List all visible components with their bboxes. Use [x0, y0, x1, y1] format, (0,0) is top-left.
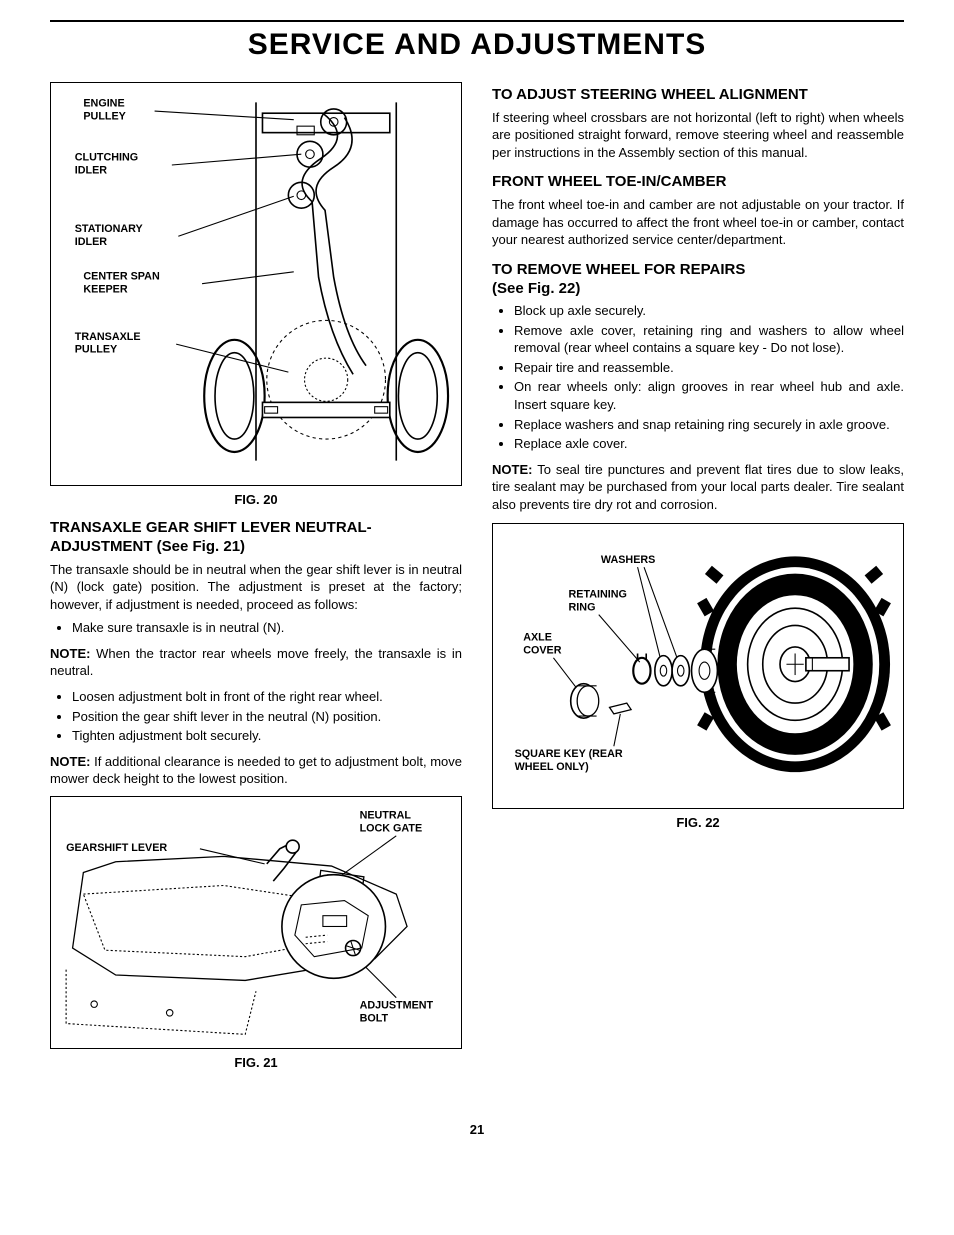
wheel-tire — [697, 557, 891, 773]
label-transaxle-pulley: TRANSAXLE — [75, 331, 141, 343]
label-retaining-ring: RETAINING — [569, 589, 627, 601]
fig-22-diagram: WASHERS RETAINING RING AXLE COVER SQUARE… — [493, 524, 903, 805]
right-column: TO ADJUST STEERING WHEEL ALIGNMENT If st… — [492, 82, 904, 1082]
label-adjustment-bolt-2: BOLT — [360, 1012, 389, 1024]
label-stationary-idler: STATIONARY — [75, 223, 143, 235]
section-transaxle-heading: TRANSAXLE GEAR SHIFT LEVER NEUTRAL-ADJUS… — [50, 519, 462, 557]
label-clutching-idler-2: IDLER — [75, 165, 108, 177]
section-toein-body: The front wheel toe-in and camber are no… — [492, 196, 904, 249]
fig-20-caption: FIG. 20 — [50, 492, 462, 507]
top-rule — [50, 20, 904, 22]
list-item: Block up axle securely. — [514, 302, 904, 320]
section-transaxle-list-a: Make sure transaxle is in neutral (N). — [50, 619, 462, 637]
fig-21-caption: FIG. 21 — [50, 1055, 462, 1070]
two-column-layout: ENGINE PULLEY CLUTCHING IDLER STATIONARY… — [50, 82, 904, 1082]
list-item: Position the gear shift lever in the neu… — [72, 708, 462, 726]
label-washers: WASHERS — [601, 554, 655, 566]
label-stationary-idler-2: IDLER — [75, 236, 108, 248]
list-item: Replace washers and snap retaining ring … — [514, 416, 904, 434]
list-item: Make sure transaxle is in neutral (N). — [72, 619, 462, 637]
section-remove-wheel-list: Block up axle securely. Remove axle cove… — [492, 302, 904, 452]
list-item: Repair tire and reassemble. — [514, 359, 904, 377]
label-adjustment-bolt: ADJUSTMENT — [360, 999, 434, 1011]
left-column: ENGINE PULLEY CLUTCHING IDLER STATIONARY… — [50, 82, 462, 1082]
section-remove-wheel-heading: TO REMOVE WHEEL FOR REPAIRS (See Fig. 22… — [492, 261, 904, 299]
fig-21-diagram: NEUTRAL LOCK GATE GEARSHIFT LEVER ADJUST… — [51, 797, 461, 1045]
fig-20-box: ENGINE PULLEY CLUTCHING IDLER STATIONARY… — [50, 82, 462, 486]
section-transaxle-list-b: Loosen adjustment bolt in front of the r… — [50, 688, 462, 745]
fig-21-box: NEUTRAL LOCK GATE GEARSHIFT LEVER ADJUST… — [50, 796, 462, 1049]
label-center-span-2: KEEPER — [83, 283, 127, 295]
section-toein-heading: FRONT WHEEL TOE-IN/CAMBER — [492, 173, 904, 192]
list-item: Tighten adjustment bolt securely. — [72, 727, 462, 745]
transaxle-note-1: NOTE: When the tractor rear wheels move … — [50, 645, 462, 680]
label-gearshift-lever: GEARSHIFT LEVER — [66, 842, 167, 854]
fig-22-caption: FIG. 22 — [492, 815, 904, 830]
list-item: Remove axle cover, retaining ring and wa… — [514, 322, 904, 357]
label-center-span: CENTER SPAN — [83, 270, 160, 282]
list-item: On rear wheels only: align grooves in re… — [514, 378, 904, 413]
label-engine-pulley: ENGINE — [83, 98, 124, 110]
section-transaxle-intro: The transaxle should be in neutral when … — [50, 561, 462, 614]
label-square-key-2: WHEEL ONLY) — [515, 761, 590, 773]
section-steering-heading: TO ADJUST STEERING WHEEL ALIGNMENT — [492, 86, 904, 105]
fig-20-diagram: ENGINE PULLEY CLUTCHING IDLER STATIONARY… — [51, 83, 461, 482]
label-clutching-idler: CLUTCHING — [75, 152, 138, 164]
page-title: SERVICE AND ADJUSTMENTS — [50, 28, 904, 62]
label-transaxle-pulley-2: PULLEY — [75, 344, 117, 356]
fig-22-box: WASHERS RETAINING RING AXLE COVER SQUARE… — [492, 523, 904, 809]
page-number: 21 — [50, 1122, 904, 1137]
list-item: Replace axle cover. — [514, 435, 904, 453]
label-engine-pulley-2: PULLEY — [83, 111, 125, 123]
label-axle-cover: AXLE — [523, 632, 552, 644]
label-neutral-lock-2: LOCK GATE — [360, 822, 423, 834]
list-item: Loosen adjustment bolt in front of the r… — [72, 688, 462, 706]
label-axle-cover-2: COVER — [523, 645, 562, 657]
label-neutral-lock: NEUTRAL — [360, 809, 412, 821]
label-retaining-ring-2: RING — [569, 602, 596, 614]
transaxle-note-2: NOTE: If additional clearance is needed … — [50, 753, 462, 788]
remove-wheel-note: NOTE: To seal tire punctures and prevent… — [492, 461, 904, 514]
label-square-key: SQUARE KEY (REAR — [515, 748, 623, 760]
section-steering-body: If steering wheel crossbars are not hori… — [492, 109, 904, 162]
